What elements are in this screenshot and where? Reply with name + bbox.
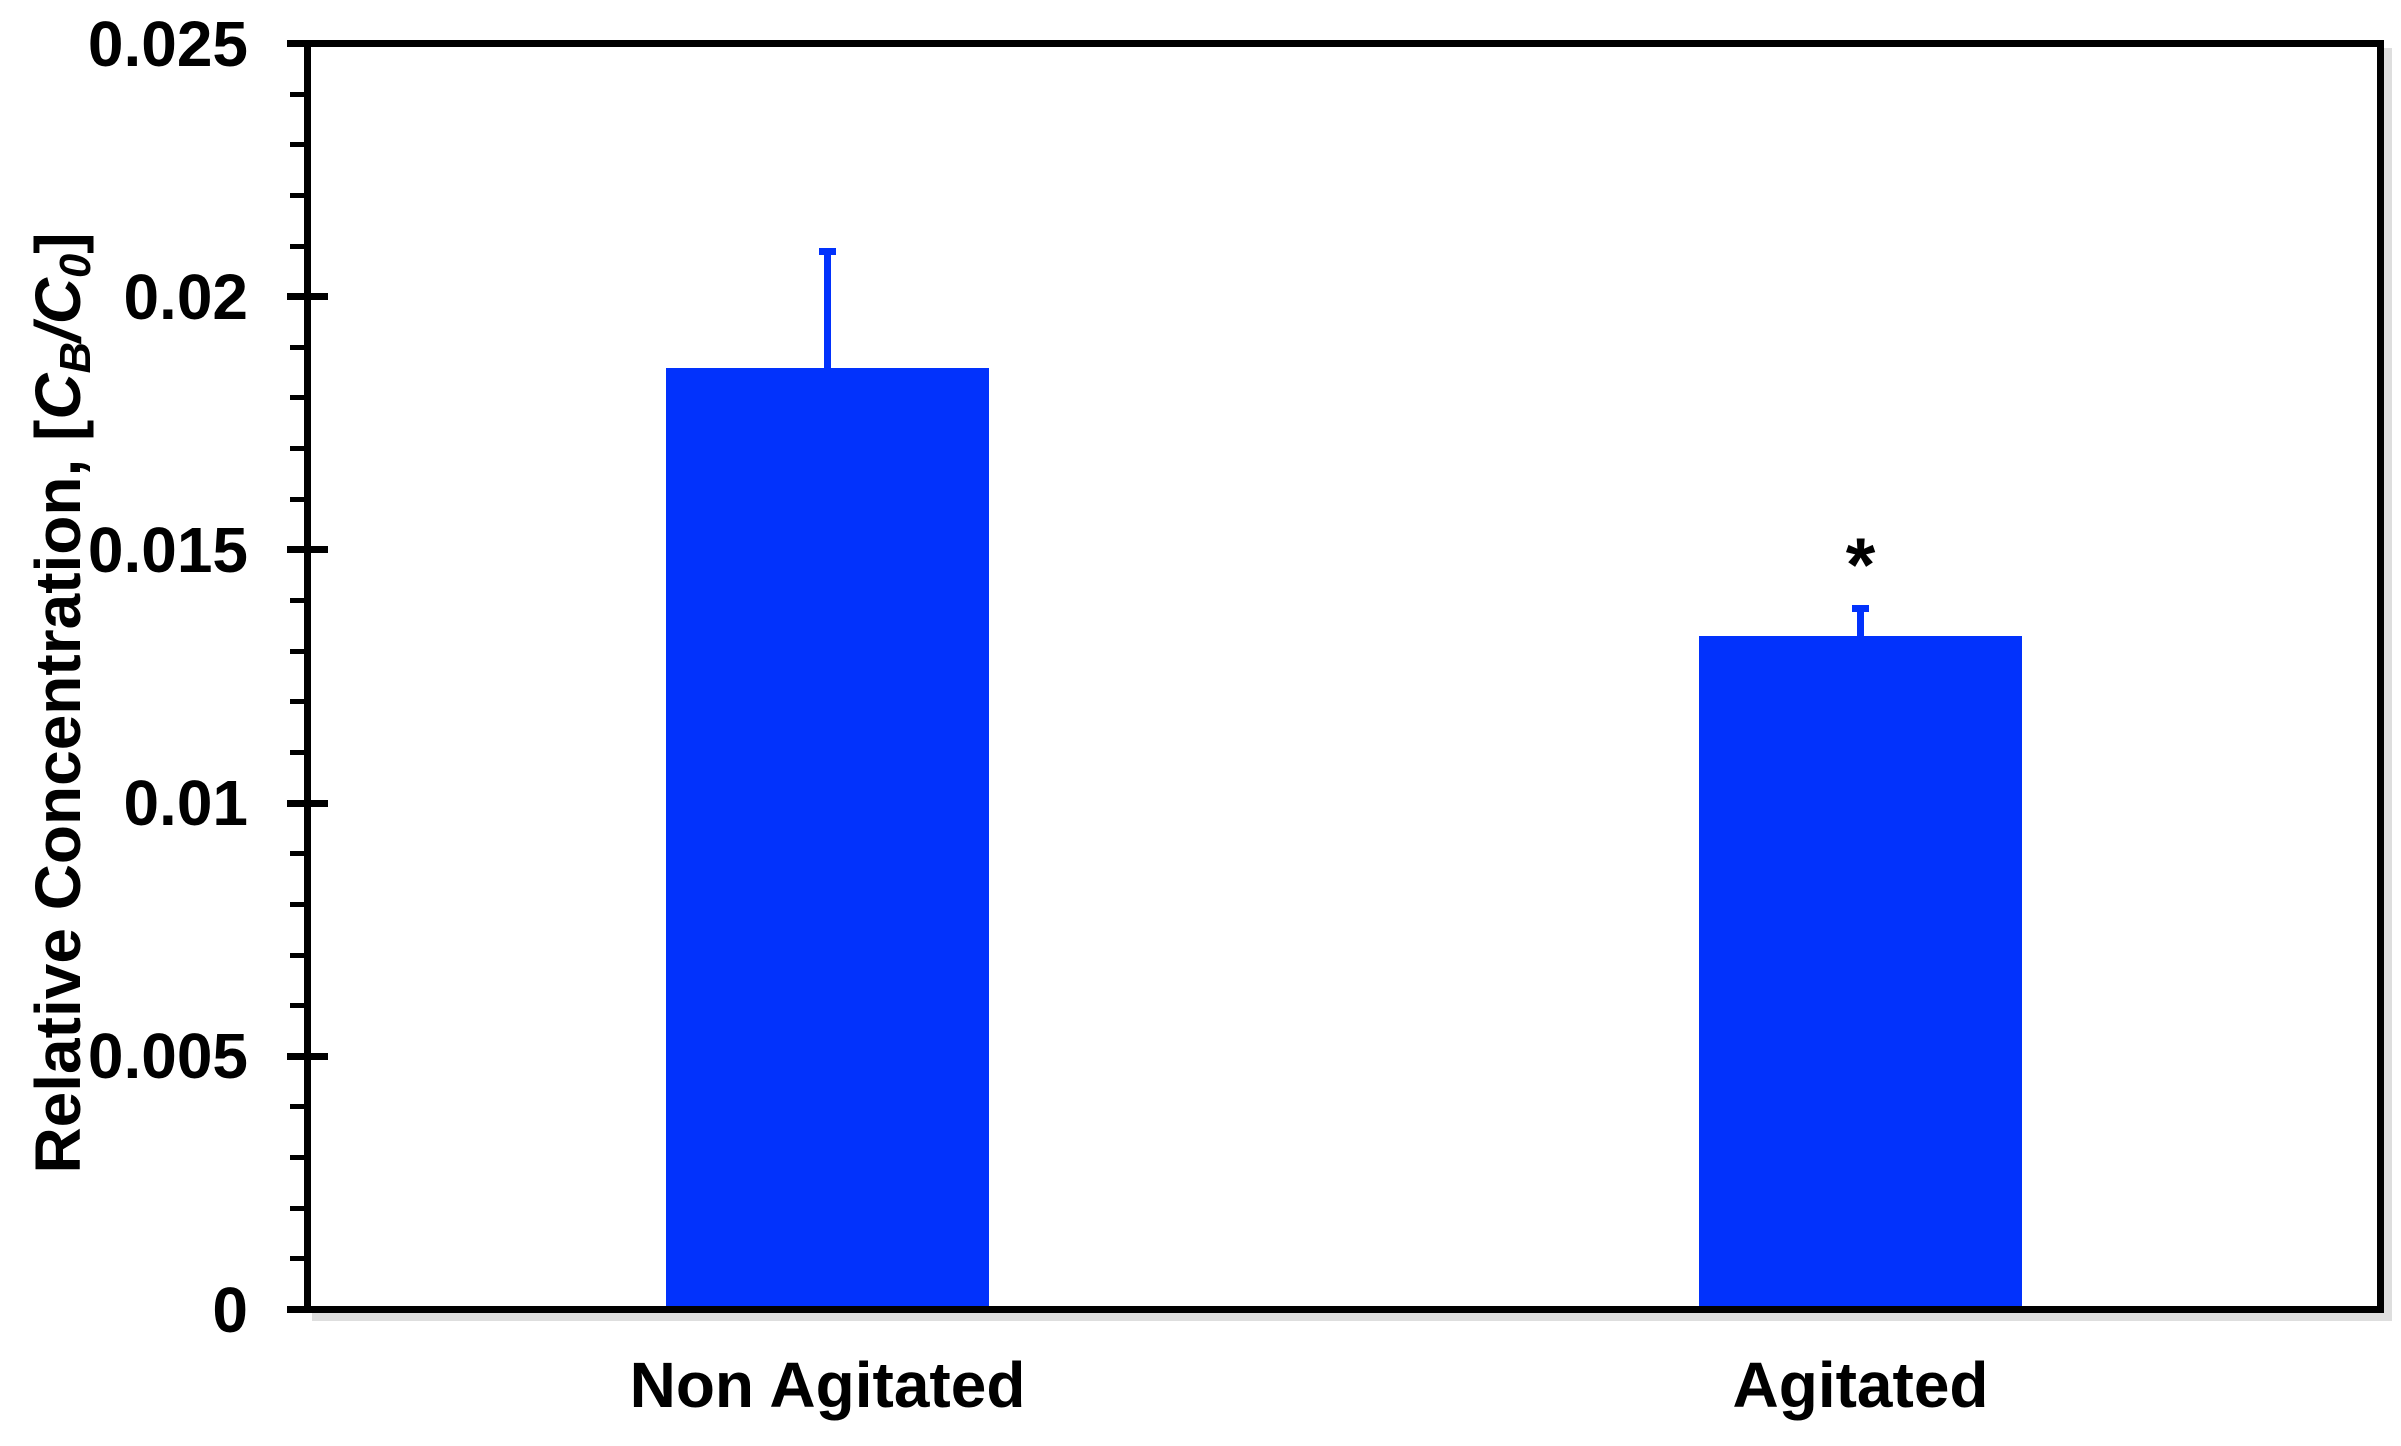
y-axis-minor-tick bbox=[290, 1155, 305, 1161]
error-bar-line bbox=[1857, 608, 1864, 636]
category-label-agitated: Agitated bbox=[1732, 1349, 1989, 1421]
significance-asterisk: * bbox=[1845, 523, 1876, 609]
y-axis-major-tick bbox=[287, 40, 328, 47]
y-axis-tick-label: 0.02 bbox=[123, 260, 248, 333]
y-axis-minor-tick bbox=[290, 1205, 305, 1211]
y-axis-minor-tick bbox=[290, 851, 305, 857]
y-axis-major-tick bbox=[287, 1052, 328, 1060]
y-axis-title-numerator-sub: B bbox=[51, 341, 100, 374]
y-axis-minor-tick bbox=[290, 1256, 305, 1262]
error-bar-cap bbox=[819, 247, 836, 255]
y-axis-minor-tick bbox=[290, 952, 305, 958]
y-axis-minor-tick bbox=[290, 1003, 305, 1009]
y-axis-tick-label: 0.01 bbox=[123, 767, 248, 840]
y-axis-tick-label: 0.025 bbox=[87, 7, 248, 80]
y-axis-major-tick bbox=[287, 1306, 328, 1313]
y-axis-tick-label: 0 bbox=[212, 1273, 248, 1346]
y-axis-minor-tick bbox=[290, 142, 305, 148]
y-axis-minor-tick bbox=[290, 648, 305, 654]
y-axis-minor-tick bbox=[290, 243, 305, 249]
y-axis-minor-tick bbox=[290, 395, 305, 401]
y-axis-minor-tick bbox=[290, 1104, 305, 1110]
y-axis-minor-tick bbox=[290, 598, 305, 604]
y-axis-minor-tick bbox=[290, 901, 305, 907]
y-axis-title-numerator: C bbox=[22, 373, 94, 420]
y-axis-minor-tick bbox=[290, 699, 305, 705]
bar-non-agitated bbox=[666, 367, 989, 1306]
category-label-non-agitated: Non Agitated bbox=[629, 1349, 1026, 1421]
plot-area-frame bbox=[304, 40, 2384, 1313]
y-axis-minor-tick bbox=[290, 344, 305, 350]
y-axis-minor-tick bbox=[290, 749, 305, 755]
y-axis-minor-tick bbox=[290, 192, 305, 198]
y-axis-minor-tick bbox=[290, 446, 305, 452]
y-axis-tick-label: 0.015 bbox=[87, 513, 248, 586]
bar-agitated bbox=[1699, 635, 2022, 1306]
y-axis-minor-tick bbox=[290, 496, 305, 502]
y-axis-tick-label: 0.005 bbox=[87, 1020, 248, 1093]
error-bar-cap bbox=[1852, 604, 1869, 612]
y-axis-major-tick bbox=[287, 293, 328, 301]
y-axis-title-suffix: ] bbox=[22, 232, 94, 254]
error-bar-line bbox=[824, 251, 831, 368]
y-axis-minor-tick bbox=[290, 91, 305, 97]
y-axis-major-tick bbox=[287, 546, 328, 554]
y-axis-major-tick bbox=[287, 799, 328, 807]
